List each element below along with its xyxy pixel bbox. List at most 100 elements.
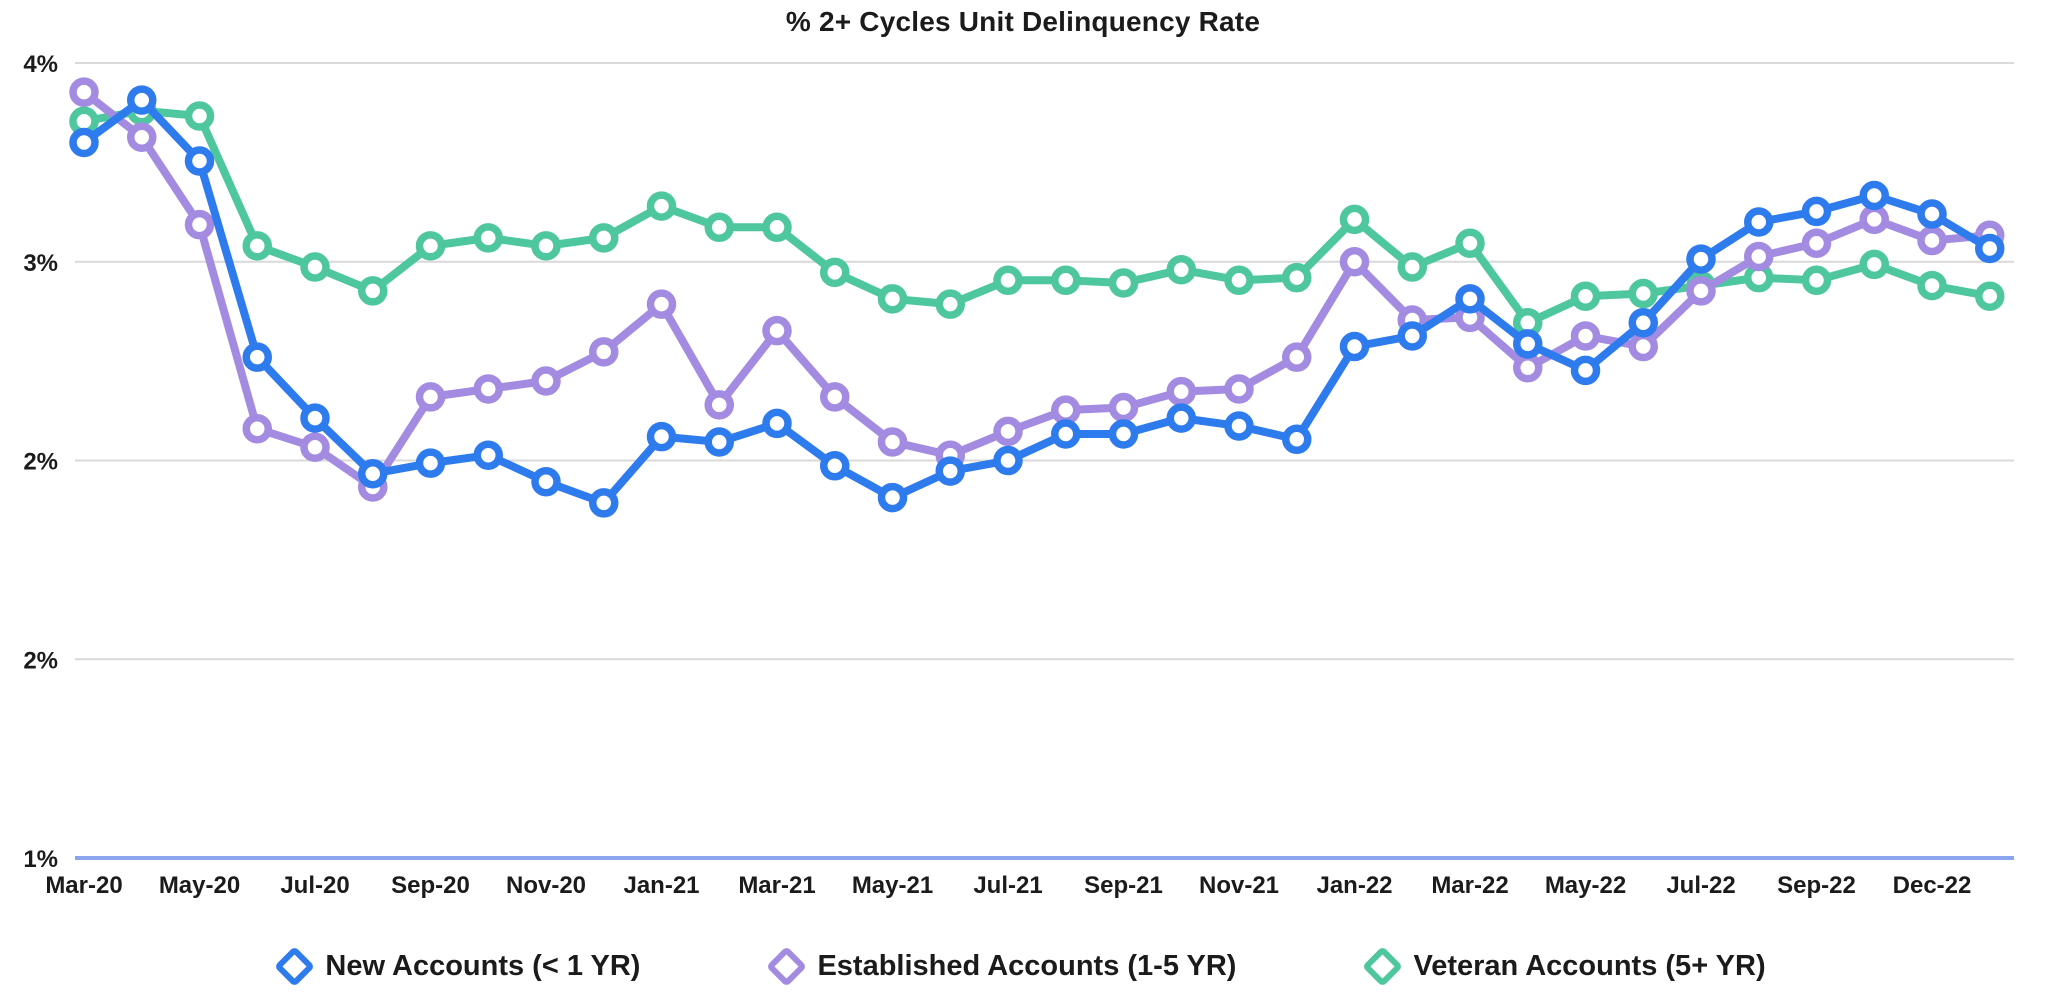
legend-label: New Accounts (< 1 YR) bbox=[325, 949, 641, 982]
data-point-marker bbox=[1917, 270, 1947, 301]
data-point-marker bbox=[1339, 204, 1370, 235]
data-point-marker bbox=[1744, 241, 1774, 272]
data-point-marker bbox=[1917, 199, 1947, 229]
data-point-marker bbox=[127, 85, 157, 115]
data-point-marker bbox=[69, 127, 99, 158]
data-point-marker bbox=[1166, 254, 1196, 285]
data-point-marker bbox=[1513, 353, 1543, 383]
x-tick-label: May-20 bbox=[159, 872, 240, 899]
data-point-marker bbox=[1801, 228, 1832, 258]
data-point-marker bbox=[877, 427, 908, 457]
data-point-marker bbox=[1628, 278, 1658, 309]
data-point-marker bbox=[184, 146, 215, 176]
data-point-marker bbox=[473, 223, 503, 253]
data-point-marker bbox=[1570, 321, 1601, 351]
y-tick-label: 2% bbox=[23, 449, 58, 476]
data-point-marker bbox=[1397, 321, 1427, 351]
series-line bbox=[80, 96, 1994, 507]
data-point-marker bbox=[473, 374, 503, 404]
gridlines bbox=[75, 62, 2014, 860]
data-point-marker bbox=[1744, 207, 1774, 237]
data-point-marker bbox=[531, 466, 561, 497]
data-point-marker bbox=[1166, 403, 1196, 433]
data-point-marker bbox=[127, 122, 157, 152]
x-tick-label: May-21 bbox=[852, 872, 933, 899]
data-point-marker bbox=[358, 276, 388, 306]
x-tick-label: Jan-21 bbox=[623, 872, 699, 899]
data-point-marker bbox=[1975, 281, 2005, 311]
data-point-marker bbox=[1455, 284, 1485, 314]
data-point-marker bbox=[1628, 307, 1658, 338]
data-point-marker bbox=[1859, 204, 1889, 235]
data-point-marker bbox=[300, 403, 330, 433]
data-point-marker bbox=[531, 366, 561, 396]
data-point-marker bbox=[1224, 265, 1254, 296]
legend-item-new-accounts: New Accounts (< 1 YR) bbox=[274, 945, 641, 987]
y-tick-label: 2% bbox=[23, 647, 58, 674]
legend-label: Veteran Accounts (5+ YR) bbox=[1413, 949, 1766, 982]
data-point-marker bbox=[993, 265, 1023, 296]
data-point-marker bbox=[1282, 424, 1312, 455]
x-tick-label: Nov-21 bbox=[1199, 872, 1279, 899]
data-point-marker bbox=[300, 252, 330, 282]
data-point-marker bbox=[820, 257, 850, 288]
data-point-marker bbox=[69, 77, 99, 107]
data-point-marker bbox=[1224, 374, 1254, 404]
x-tick-label: May-22 bbox=[1545, 872, 1626, 899]
x-tick-label: Mar-20 bbox=[45, 872, 122, 899]
y-tick-label: 4% bbox=[23, 51, 58, 78]
data-point-marker bbox=[877, 482, 908, 513]
series-established-accounts bbox=[69, 77, 2005, 502]
data-point-marker bbox=[704, 212, 734, 243]
data-point-marker bbox=[935, 456, 965, 486]
data-point-marker bbox=[589, 488, 619, 518]
data-point-marker bbox=[1686, 244, 1716, 274]
data-point-marker bbox=[762, 408, 792, 439]
veteran-accounts-marker-icon bbox=[1362, 945, 1404, 987]
x-tick-label: Jul-20 bbox=[280, 872, 349, 899]
data-point-marker bbox=[531, 231, 561, 261]
data-point-marker bbox=[646, 289, 677, 319]
x-tick-label: Sep-21 bbox=[1084, 872, 1163, 899]
data-point-marker bbox=[473, 440, 503, 470]
data-point-marker bbox=[242, 342, 272, 372]
series-line bbox=[80, 88, 1994, 491]
data-point-marker bbox=[877, 284, 908, 314]
data-point-marker bbox=[704, 390, 734, 420]
data-point-marker bbox=[184, 209, 215, 240]
data-point-marker bbox=[1051, 265, 1081, 296]
legend-item-established-accounts: Established Accounts (1-5 YR) bbox=[766, 945, 1236, 987]
data-point-marker bbox=[1513, 329, 1543, 359]
data-point-marker bbox=[242, 413, 272, 444]
data-point-marker bbox=[1628, 331, 1658, 362]
y-tick-label: 1% bbox=[23, 846, 58, 873]
data-point-marker bbox=[1108, 392, 1139, 423]
x-tick-label: Sep-20 bbox=[391, 872, 470, 899]
data-point-marker bbox=[820, 451, 850, 481]
data-point-marker bbox=[415, 382, 446, 412]
y-tick-label: 3% bbox=[23, 250, 58, 277]
x-tick-label: Nov-20 bbox=[506, 872, 586, 899]
x-tick-label: Jul-21 bbox=[973, 872, 1042, 899]
data-point-marker bbox=[415, 448, 446, 478]
data-point-marker bbox=[300, 432, 330, 462]
established-accounts-marker-icon bbox=[766, 945, 808, 987]
data-point-marker bbox=[993, 445, 1023, 476]
data-point-marker bbox=[1801, 265, 1832, 296]
data-point-marker bbox=[1455, 228, 1485, 258]
data-point-marker bbox=[1339, 247, 1370, 277]
data-point-marker bbox=[646, 421, 677, 452]
new-accounts-marker-icon bbox=[274, 945, 316, 987]
data-point-marker bbox=[415, 231, 446, 261]
y-axis-labels: 4% 3% 2% 2% 1% bbox=[23, 51, 58, 873]
data-point-marker bbox=[1339, 331, 1370, 362]
x-tick-label: Jul-22 bbox=[1666, 872, 1735, 899]
data-point-marker bbox=[993, 416, 1023, 447]
data-point-marker bbox=[184, 101, 215, 131]
data-point-marker bbox=[1166, 376, 1196, 407]
data-point-marker bbox=[1397, 252, 1427, 282]
data-point-marker bbox=[1686, 276, 1716, 306]
data-point-marker bbox=[1282, 262, 1312, 293]
data-point-marker bbox=[1051, 395, 1081, 425]
